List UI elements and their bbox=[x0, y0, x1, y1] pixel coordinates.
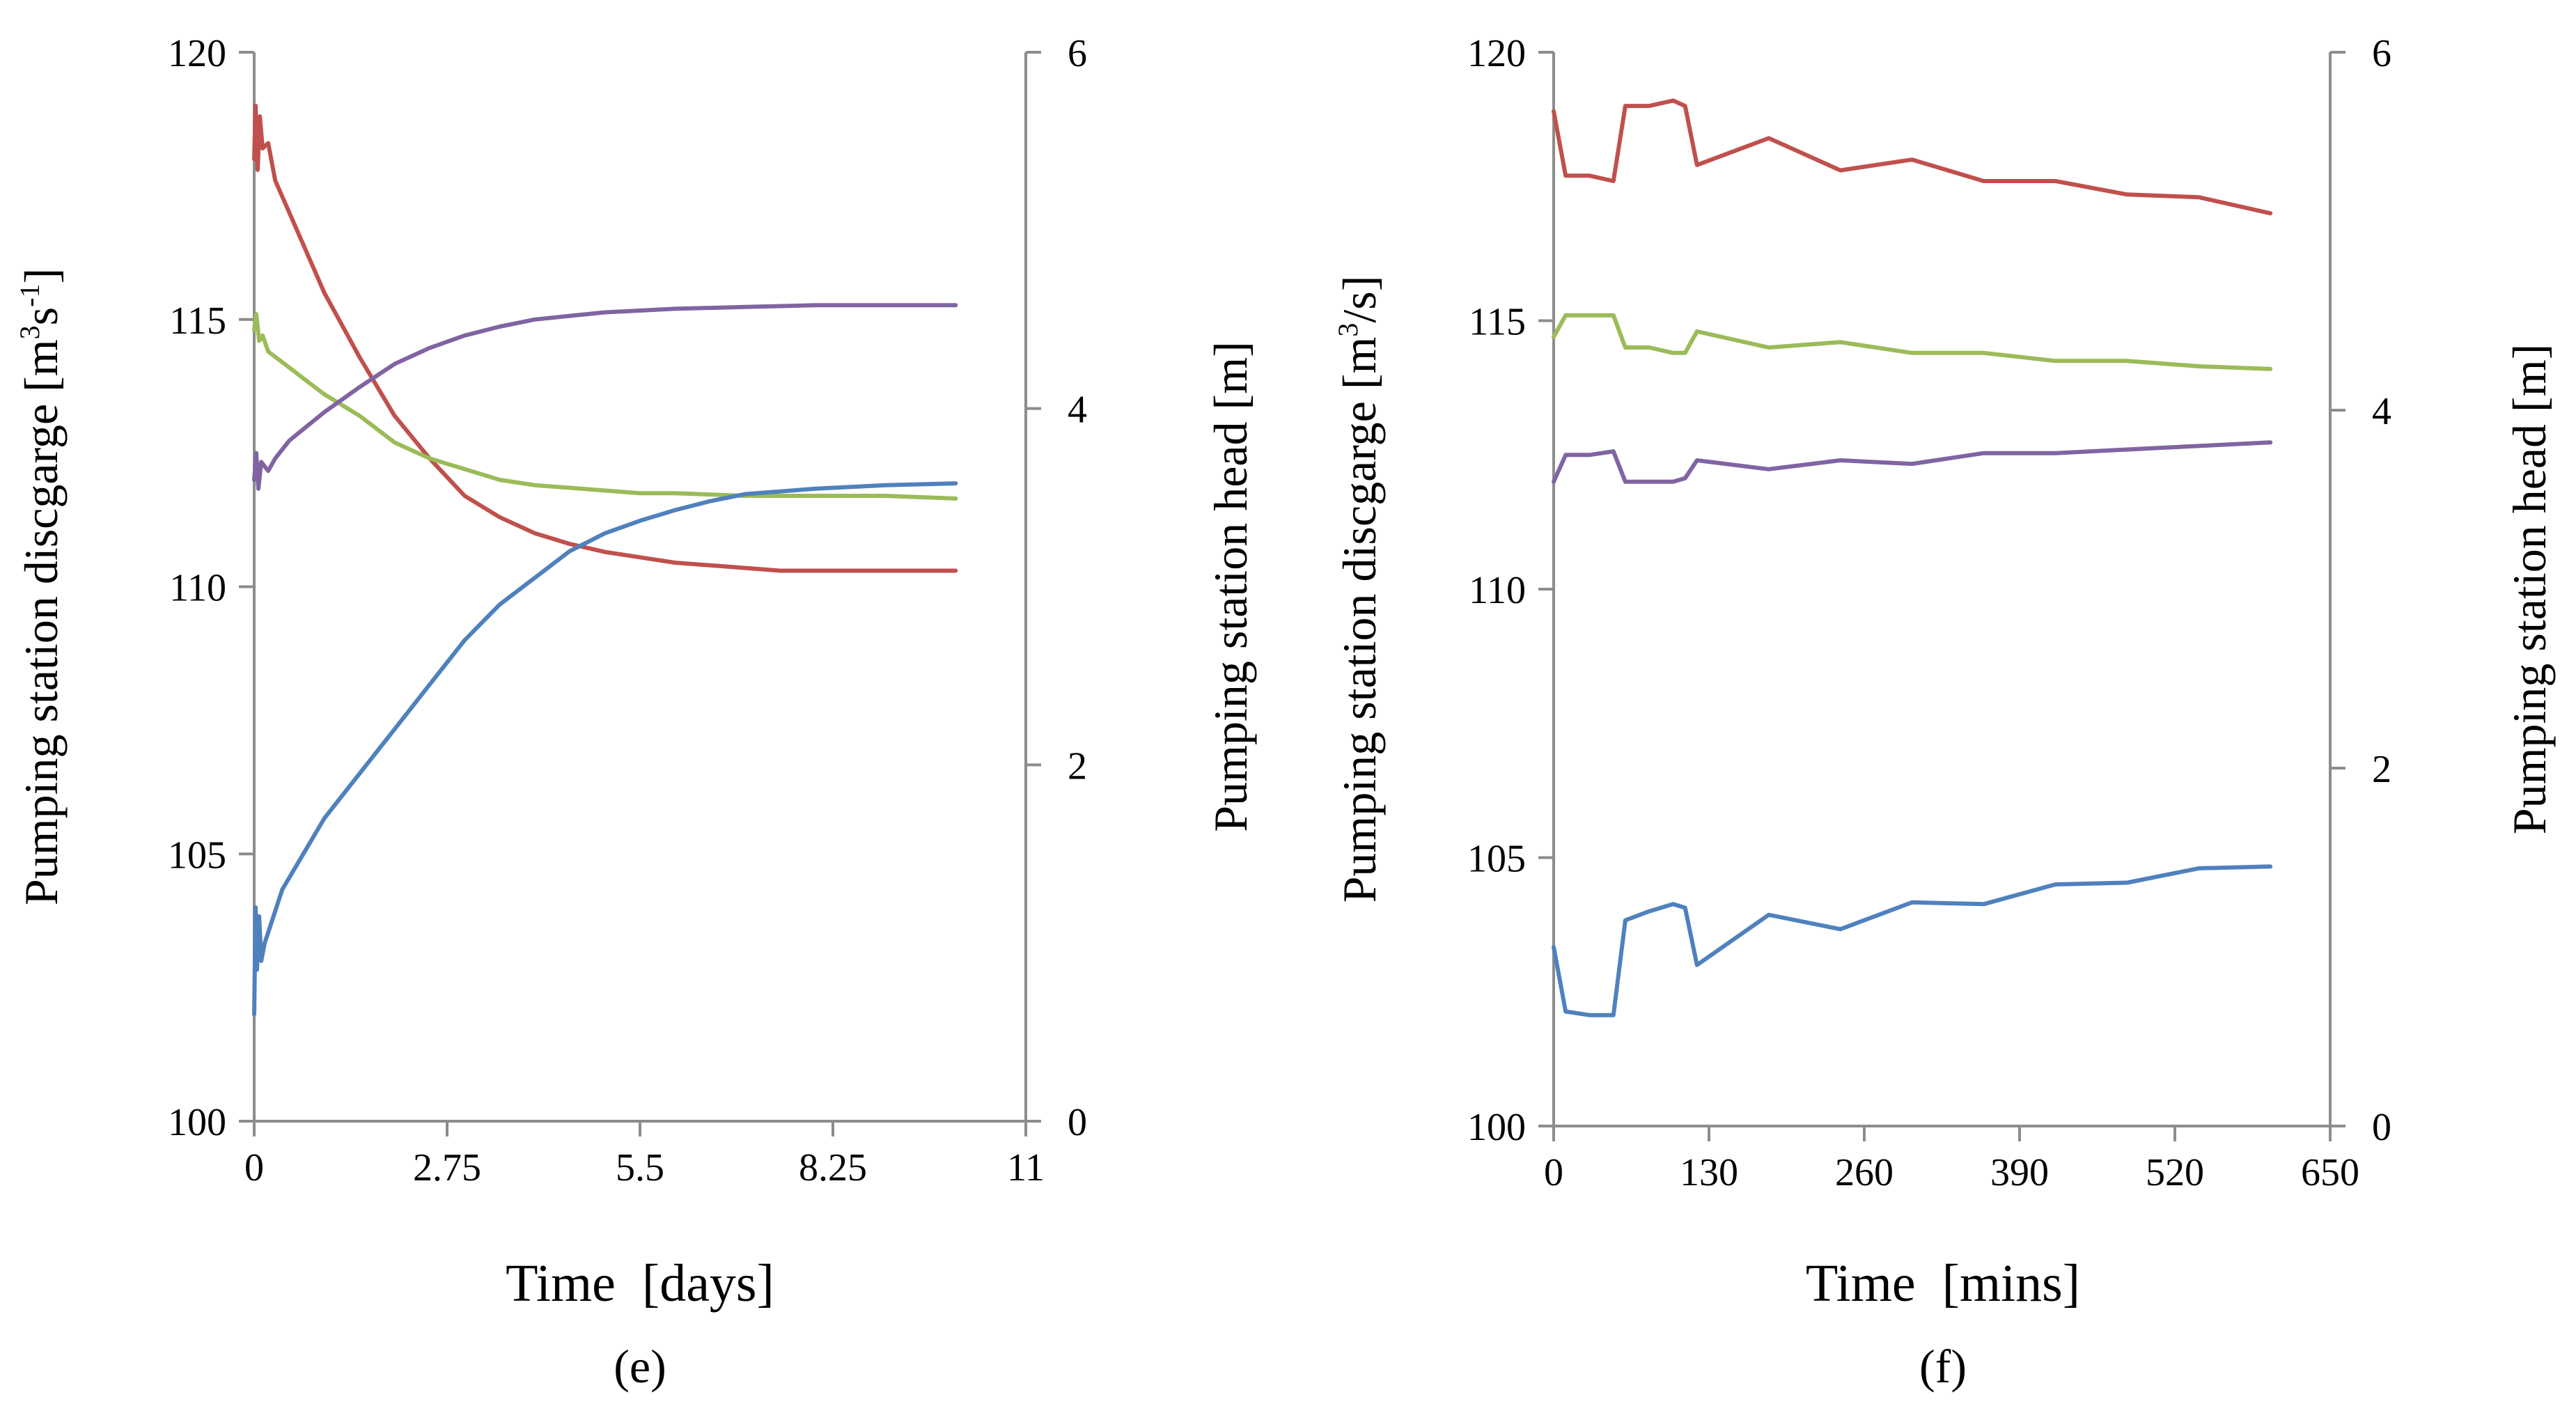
series-line-head-purple bbox=[252, 303, 958, 491]
right-y-tick-label: 6 bbox=[1068, 32, 1087, 75]
x-tick-label: 520 bbox=[2146, 1151, 2204, 1194]
left-y-axis-label-text: Pumping station discgarge [m bbox=[15, 339, 68, 905]
x-tick-label: 2.75 bbox=[413, 1146, 481, 1189]
series-line-head-blue bbox=[252, 481, 958, 1017]
left-y-axis-label-text: Pumping station discgarge [m bbox=[1333, 337, 1386, 903]
x-tick-label: 130 bbox=[1680, 1151, 1738, 1194]
left-y-axis-label-text: s bbox=[15, 307, 68, 325]
left-y-axis-label: Pumping station discgarge [m3/s] bbox=[1332, 276, 1386, 903]
x-tick-label: 5.5 bbox=[616, 1146, 664, 1189]
series-line-head-purple bbox=[1552, 440, 2273, 484]
left-y-tick-label: 100 bbox=[1467, 1106, 1526, 1149]
x-tick-label: 650 bbox=[2301, 1151, 2359, 1194]
right-y-tick-label: 0 bbox=[1068, 1101, 1087, 1144]
right-y-tick-label: 0 bbox=[2372, 1106, 2391, 1149]
x-tick-label: 0 bbox=[244, 1146, 264, 1189]
right-y-axis-label: Pumping station head [m] bbox=[1204, 341, 1257, 831]
series-line-discharge-green bbox=[1552, 313, 2273, 371]
x-tick-label: 11 bbox=[1007, 1146, 1045, 1189]
right-y-axis-label: Pumping station head [m] bbox=[2503, 344, 2556, 834]
left-y-axis-label-superscript: -1 bbox=[14, 284, 45, 307]
left-y-tick-label: 115 bbox=[1469, 301, 1526, 344]
x-tick-label: 260 bbox=[1835, 1151, 1894, 1194]
x-axis-label: Time [mins] bbox=[1806, 1254, 2080, 1313]
left-y-axis-label: Pumping station discgarge [m3s-1] bbox=[14, 268, 68, 905]
left-y-tick-label: 105 bbox=[168, 834, 226, 877]
chart-panel-f: 0 130 260 390 520 650 100 105 110 115 120 0 2 4 6 Pumpi… bbox=[1332, 32, 2556, 1393]
left-y-tick-label: 110 bbox=[1469, 569, 1526, 612]
right-y-tick-label: 4 bbox=[1068, 389, 1087, 432]
panel-caption: (e) bbox=[614, 1340, 666, 1393]
right-y-tick-label: 2 bbox=[2372, 748, 2391, 791]
left-y-axis-label-text: ] bbox=[1333, 276, 1386, 292]
x-tick-label: 0 bbox=[1544, 1151, 1563, 1194]
x-axis-label: Time [days] bbox=[506, 1254, 774, 1313]
left-y-tick-label: 105 bbox=[1467, 838, 1526, 881]
panel-caption: (f) bbox=[1919, 1340, 1967, 1393]
left-y-tick-label: 115 bbox=[169, 299, 226, 343]
x-tick-label: 8.25 bbox=[799, 1146, 867, 1189]
x-tick-label: 390 bbox=[1990, 1151, 2049, 1194]
series-line-discharge-red bbox=[252, 103, 958, 573]
left-y-axis-label-superscript: 3 bbox=[14, 325, 45, 339]
left-y-tick-label: 120 bbox=[1467, 32, 1526, 75]
right-y-tick-label: 6 bbox=[2372, 32, 2391, 75]
left-y-axis-label-text: ] bbox=[15, 268, 68, 284]
left-y-tick-label: 120 bbox=[168, 32, 226, 75]
series-line-head-blue bbox=[1552, 864, 2273, 1017]
left-y-axis-label-superscript: 3 bbox=[1332, 323, 1364, 337]
left-y-axis-label-text: /s bbox=[1333, 291, 1386, 322]
series-line-discharge-green bbox=[252, 312, 958, 501]
right-y-tick-label: 2 bbox=[1068, 744, 1087, 788]
left-y-tick-label: 110 bbox=[169, 567, 226, 610]
right-y-tick-label: 4 bbox=[2372, 390, 2391, 433]
chart-panel-e: 0 2.75 5.5 8.25 11 100 105 110 115 120 0 2 4 6 Pumping… bbox=[14, 32, 1257, 1393]
series-line-discharge-red bbox=[1552, 98, 2273, 216]
left-y-tick-label: 100 bbox=[168, 1101, 226, 1144]
